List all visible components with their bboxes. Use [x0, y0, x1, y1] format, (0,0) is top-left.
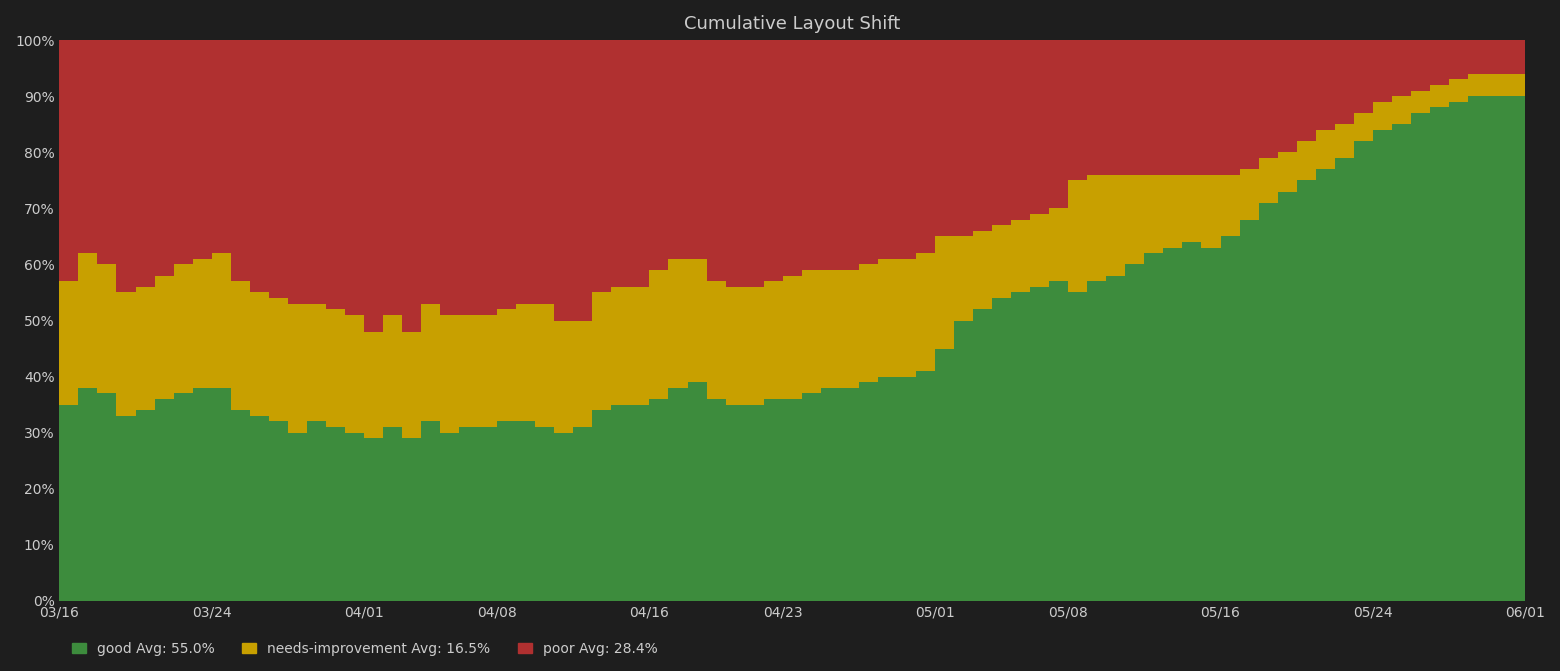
- Title: Cumulative Layout Shift: Cumulative Layout Shift: [685, 15, 900, 33]
- Legend: good Avg: 55.0%, needs-improvement Avg: 16.5%, poor Avg: 28.4%: good Avg: 55.0%, needs-improvement Avg: …: [67, 636, 663, 662]
